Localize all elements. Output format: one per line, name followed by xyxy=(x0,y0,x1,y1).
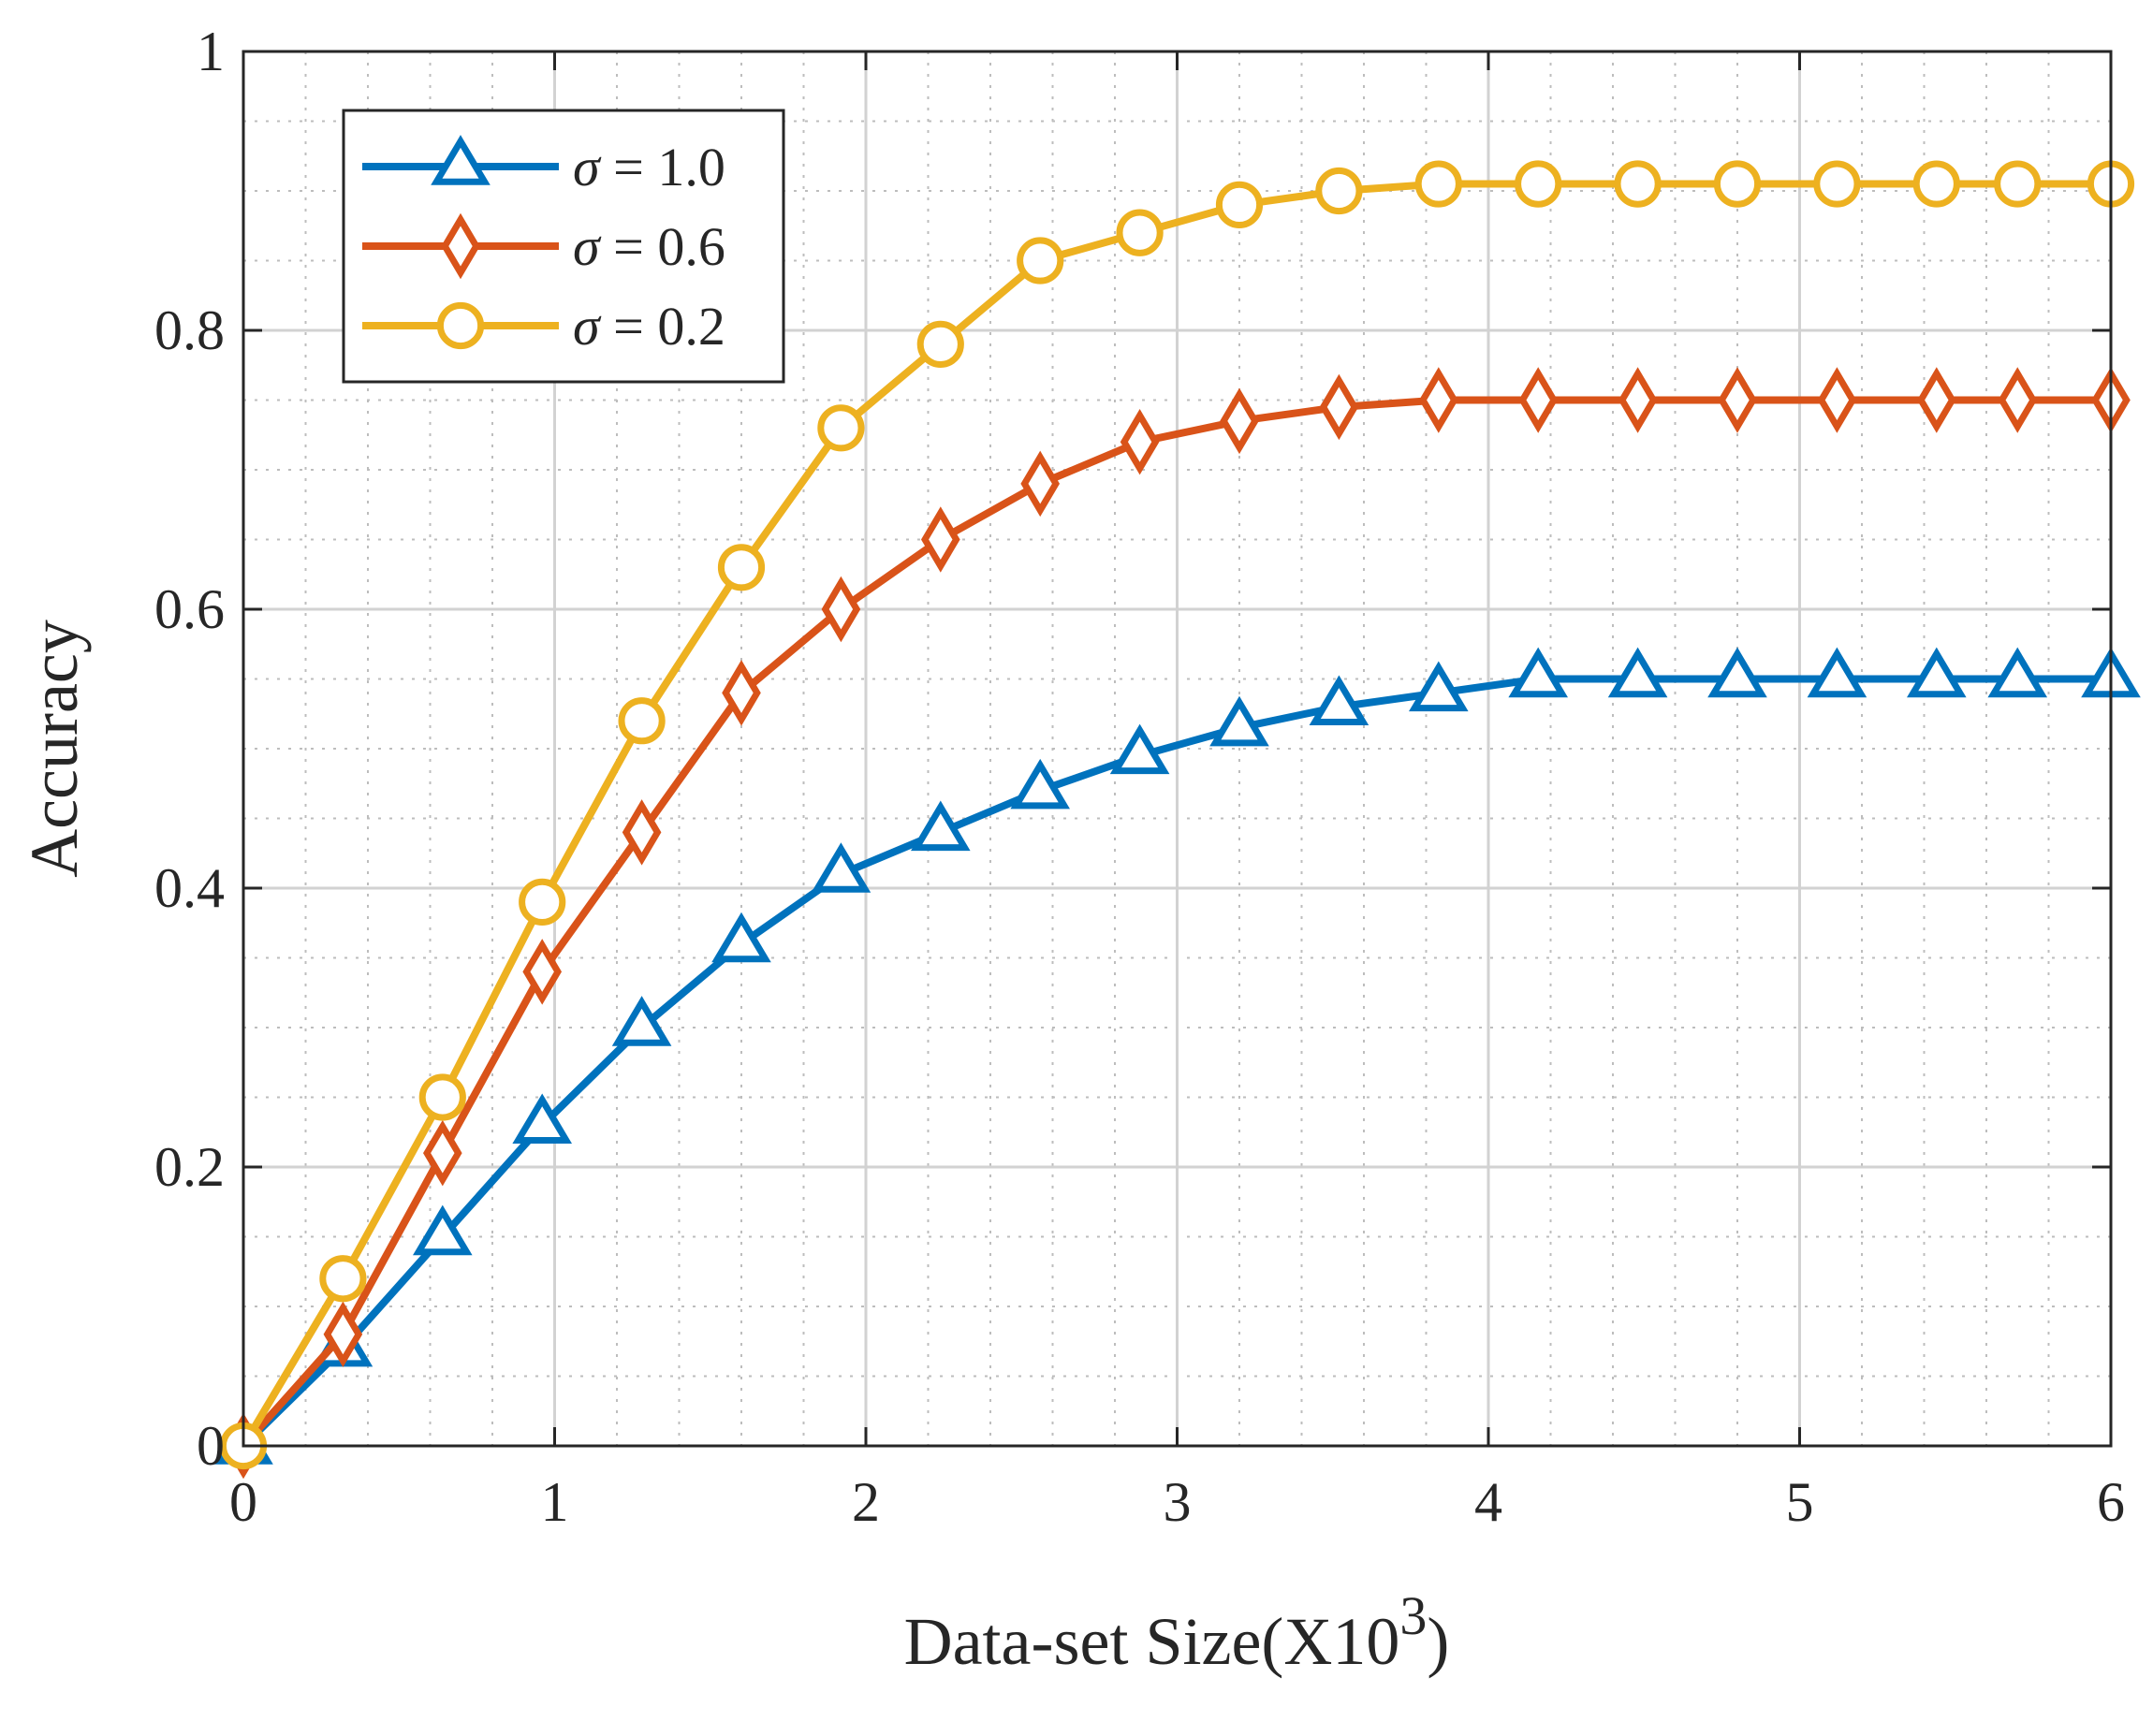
x-tick-labels: 0 1 2 3 4 5 6 xyxy=(229,1471,2125,1533)
legend: σ = 1.0 σ = 0.6 σ = 0.2 xyxy=(342,109,785,384)
data-point-circle xyxy=(1614,160,1662,208)
x-axis-title: Data-set Size(X103) xyxy=(904,1585,1450,1679)
legend-marker-circle xyxy=(436,301,485,350)
data-point-circle xyxy=(1116,209,1164,256)
data-point-circle xyxy=(618,697,666,745)
x-tick-label: 3 xyxy=(1164,1471,1192,1533)
data-point-circle xyxy=(1912,160,1960,208)
legend-entry-sigma-1-0: σ = 1.0 xyxy=(362,135,725,197)
data-point-diamond xyxy=(821,576,861,643)
x-tick-label: 2 xyxy=(852,1471,880,1533)
data-point-diamond xyxy=(1718,367,1757,433)
data-point-circle xyxy=(418,1073,466,1121)
data-point-circle xyxy=(319,1255,367,1303)
data-point-triangle xyxy=(811,842,871,893)
data-point-diamond xyxy=(1418,367,1458,433)
series-2 xyxy=(219,160,2135,1470)
y-tick-label: 1 xyxy=(197,21,225,82)
data-point-triangle xyxy=(413,1204,473,1256)
legend-value-text: = 0.2 xyxy=(600,296,725,357)
data-point-circle xyxy=(817,404,865,452)
data-point-triangle xyxy=(1607,647,1668,698)
data-point-triangle xyxy=(1907,647,1967,698)
data-point-triangle xyxy=(611,996,672,1046)
data-point-diamond xyxy=(1518,367,1559,433)
data-point-triangle xyxy=(1707,647,1767,698)
data-point-triangle xyxy=(1409,661,1469,712)
series-0 xyxy=(213,647,2141,1465)
data-point-diamond xyxy=(1319,373,1359,441)
x-tick-label: 0 xyxy=(229,1471,257,1533)
legend-symbol-sigma: σ xyxy=(573,296,602,357)
x-tick-label: 5 xyxy=(1786,1471,1814,1533)
data-point-circle xyxy=(519,878,566,926)
legend-label-sigma-0-6: σ = 0.6 xyxy=(573,216,725,277)
y-tick-label: 0.8 xyxy=(154,299,225,361)
x-tick-label: 6 xyxy=(2097,1471,2125,1533)
data-point-circle xyxy=(1215,181,1264,228)
y-tick-label: 0 xyxy=(197,1415,225,1477)
legend-marker-triangle xyxy=(431,135,491,185)
legend-entry-sigma-0-2: σ = 0.2 xyxy=(362,296,725,357)
legend-marker-diamond xyxy=(441,212,480,280)
y-tick-label: 0.6 xyxy=(154,578,225,640)
data-point-triangle xyxy=(512,1093,572,1144)
y-tick-labels: 0 0.2 0.4 0.6 0.8 1 xyxy=(154,21,225,1477)
data-point-diamond xyxy=(1220,387,1259,455)
data-point-circle xyxy=(916,320,964,368)
x-axis-title-suffix: ) xyxy=(1427,1604,1449,1679)
data-point-diamond xyxy=(722,660,761,726)
data-point-circle xyxy=(1713,160,1762,208)
legend-label-sigma-1-0: σ = 1.0 xyxy=(573,137,725,197)
y-axis-title: Accuracy xyxy=(17,620,92,878)
data-point-diamond xyxy=(522,939,563,1005)
data-point-triangle xyxy=(1807,647,1867,698)
data-point-circle xyxy=(1515,160,1562,208)
x-axis-title-superscript: 3 xyxy=(1399,1585,1427,1646)
x-tick-label: 1 xyxy=(541,1471,569,1533)
data-point-diamond xyxy=(622,799,662,866)
data-point-diamond xyxy=(1020,450,1061,518)
x-axis-title-main: Data-set Size(X10 xyxy=(904,1604,1400,1679)
data-point-diamond xyxy=(323,1301,363,1368)
data-point-triangle xyxy=(911,800,971,852)
data-point-circle xyxy=(717,544,766,591)
legend-value-text: = 0.6 xyxy=(600,216,725,277)
data-point-circle xyxy=(1315,167,1363,215)
data-point-triangle xyxy=(711,912,771,963)
legend-label-sigma-0-2: σ = 0.2 xyxy=(573,296,725,357)
data-point-diamond xyxy=(422,1119,462,1187)
series-layer xyxy=(213,160,2141,1480)
legend-symbol-sigma: σ xyxy=(573,137,602,197)
y-tick-label: 0.4 xyxy=(154,857,225,919)
legend-symbol-sigma: σ xyxy=(573,216,602,277)
data-point-diamond xyxy=(920,506,960,573)
legend-entry-sigma-0-6: σ = 0.6 xyxy=(362,212,725,280)
data-point-triangle xyxy=(1209,695,1269,747)
data-point-circle xyxy=(1017,237,1064,284)
data-point-triangle xyxy=(1508,647,1568,698)
data-point-diamond xyxy=(1998,367,2038,433)
data-point-triangle xyxy=(1109,723,1170,775)
legend-value-text: = 1.0 xyxy=(600,137,725,197)
data-point-circle xyxy=(1813,160,1861,208)
data-point-triangle xyxy=(1987,647,2048,698)
x-tick-label: 4 xyxy=(1474,1471,1502,1533)
data-point-diamond xyxy=(1916,367,1956,433)
y-tick-label: 0.2 xyxy=(154,1136,225,1198)
data-point-diamond xyxy=(1120,408,1160,475)
data-point-triangle xyxy=(1010,758,1070,810)
data-point-circle xyxy=(1414,160,1462,208)
data-point-diamond xyxy=(1618,367,1658,433)
data-point-circle xyxy=(1994,160,2042,208)
data-point-diamond xyxy=(1817,367,1857,433)
data-point-triangle xyxy=(1309,675,1369,725)
axis-ticks xyxy=(242,50,2113,1448)
